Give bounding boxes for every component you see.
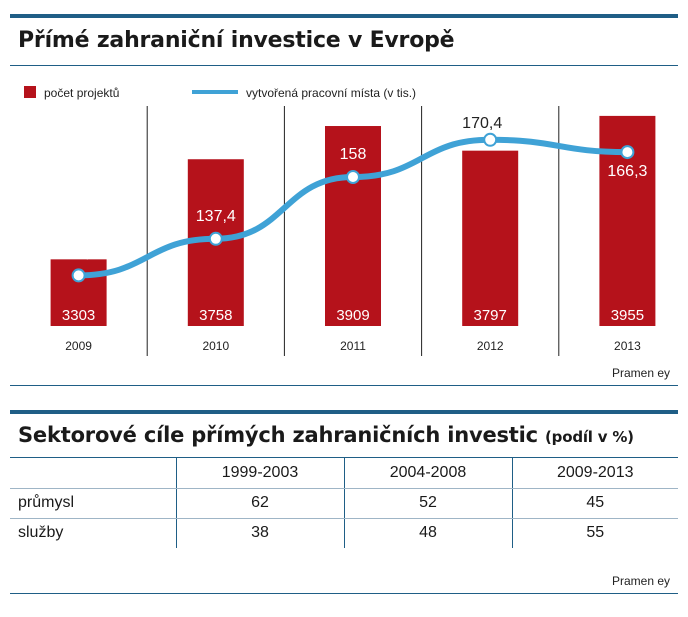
table-header-period: 2009-2013 <box>512 458 678 489</box>
table-source: Pramen ey <box>611 574 670 588</box>
table-cell: 55 <box>586 524 605 542</box>
line-value-label: 137,4 <box>196 208 236 225</box>
chart-source: Pramen ey <box>611 366 670 380</box>
sector-table: 1999-2003 2004-2008 2009-2013 průmysl 62… <box>10 458 678 548</box>
table-header-period: 2004-2008 <box>344 458 513 489</box>
line-point <box>208 231 223 246</box>
line-point <box>483 132 498 147</box>
table-title-main: Sektorové cíle přímých zahraničních inve… <box>18 423 538 447</box>
chart-title: Přímé zahraniční investice v Evropě <box>10 18 678 66</box>
table-header-row: 1999-2003 2004-2008 2009-2013 <box>10 458 678 489</box>
line-value-label: 170,4 <box>462 115 502 132</box>
x-tick-label: 2011 <box>340 339 366 353</box>
table-row: průmysl 62 52 45 <box>10 488 678 519</box>
table-title-unit: (podíl v %) <box>545 428 634 446</box>
table-row-label: služby <box>10 518 177 548</box>
bar-value-label: 3797 <box>474 307 507 324</box>
x-tick-label: 2010 <box>202 339 229 353</box>
fdi-chart-panel: Přímé zahraniční investice v Evropě poče… <box>10 14 678 386</box>
line-value-label: 158 <box>340 146 367 163</box>
bar-value-label: 3909 <box>336 307 369 324</box>
x-tick-label: 2013 <box>614 339 641 353</box>
x-tick-label: 2009 <box>65 339 92 353</box>
table-header-period: 1999-2003 <box>176 458 345 489</box>
x-tick-label: 2012 <box>477 339 504 353</box>
line-point <box>71 268 86 283</box>
table-row-label: průmysl <box>10 488 177 519</box>
legend-label-line: vytvořená pracovní místa (v tis.) <box>246 86 416 100</box>
bar-value-label: 3303 <box>62 307 95 324</box>
bar-value-label: 3955 <box>611 307 644 324</box>
table-cell: 45 <box>512 488 678 519</box>
bar <box>325 126 381 326</box>
line-value-label: 166,3 <box>607 163 647 180</box>
table-cell: 48 <box>344 518 513 548</box>
fdi-combo-chart: počet projektů vytvořená pracovní místa (… <box>24 86 656 356</box>
line-point <box>620 145 635 160</box>
sector-table-panel: Sektorové cíle přímých zahraničních inve… <box>10 410 678 594</box>
table-header-blank <box>10 458 177 489</box>
table-cell: 38 <box>176 518 345 548</box>
table-cell: 62 <box>176 488 345 519</box>
legend-swatch-bars <box>24 86 36 98</box>
table-title: Sektorové cíle přímých zahraničních inve… <box>10 414 678 458</box>
table-cell: 52 <box>344 488 513 519</box>
table-row: služby 38 48 55 <box>10 518 678 548</box>
line-point <box>346 170 360 184</box>
line-value-label: 125,2 <box>59 244 99 261</box>
bar <box>462 150 519 326</box>
bar-value-label: 3758 <box>199 307 232 324</box>
legend-label-bars: počet projektů <box>44 86 119 100</box>
